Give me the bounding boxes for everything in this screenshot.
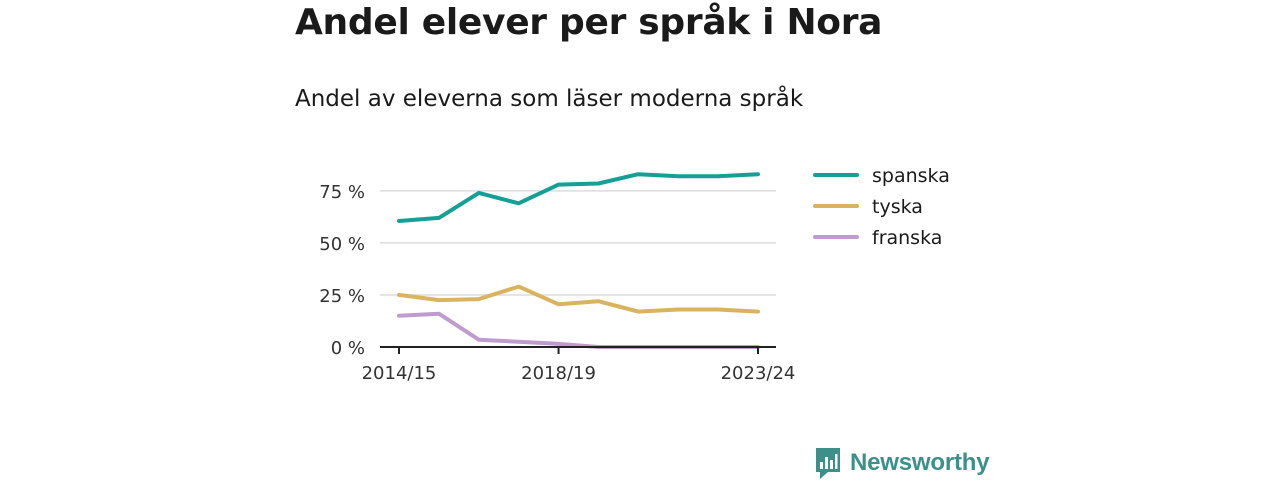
- legend: spanska tyska franska: [813, 165, 950, 249]
- legend-label-spanska: spanska: [872, 165, 950, 187]
- legend-label-tyska: tyska: [872, 196, 923, 218]
- x-tick-label: 2018/19: [521, 363, 596, 384]
- newsworthy-logo-icon: [816, 448, 840, 479]
- axis-layer: 0 % 25 % 50 % 75 % 2014/15 2018/19 2023/24: [319, 182, 795, 384]
- grid-layer: [380, 190, 776, 296]
- series-line-tyska: [397, 284, 760, 314]
- newsworthy-logo: Newsworthy: [814, 446, 990, 480]
- line-chart: 0 % 25 % 50 % 75 % 2014/15 2018/19 2023/24 spa…: [319, 165, 950, 384]
- x-tick-label: 2014/15: [362, 363, 437, 384]
- brand-name: Newsworthy: [850, 449, 990, 476]
- y-tick-label: 25 %: [319, 286, 365, 307]
- x-tick-label: 2023/24: [721, 363, 796, 384]
- chart-subtitle: Andel av eleverna som läser moderna språ…: [295, 86, 804, 112]
- y-tick-label: 50 %: [319, 234, 365, 255]
- series-layer: [397, 172, 760, 349]
- legend-label-franska: franska: [872, 227, 942, 249]
- chart-title: Andel elever per språk i Nora: [295, 2, 883, 43]
- series-line-spanska: [397, 172, 760, 223]
- series-line-franska: [397, 311, 760, 349]
- y-tick-label: 75 %: [319, 182, 365, 203]
- y-tick-label: 0 %: [331, 338, 365, 359]
